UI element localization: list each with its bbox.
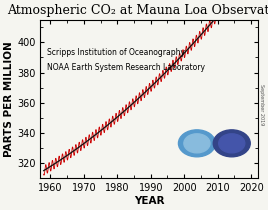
- Circle shape: [219, 134, 245, 153]
- X-axis label: YEAR: YEAR: [134, 196, 164, 206]
- Text: Scripps Institution of Oceanography: Scripps Institution of Oceanography: [47, 48, 185, 57]
- Circle shape: [184, 134, 210, 153]
- Text: NOAA Earth System Research Laboratory: NOAA Earth System Research Laboratory: [47, 63, 205, 72]
- Text: September 2019: September 2019: [259, 84, 264, 126]
- Y-axis label: PARTS PER MILLION: PARTS PER MILLION: [4, 41, 14, 157]
- Circle shape: [178, 130, 215, 157]
- Title: Atmospheric CO₂ at Mauna Loa Observatory: Atmospheric CO₂ at Mauna Loa Observatory: [8, 4, 268, 17]
- Circle shape: [213, 130, 250, 157]
